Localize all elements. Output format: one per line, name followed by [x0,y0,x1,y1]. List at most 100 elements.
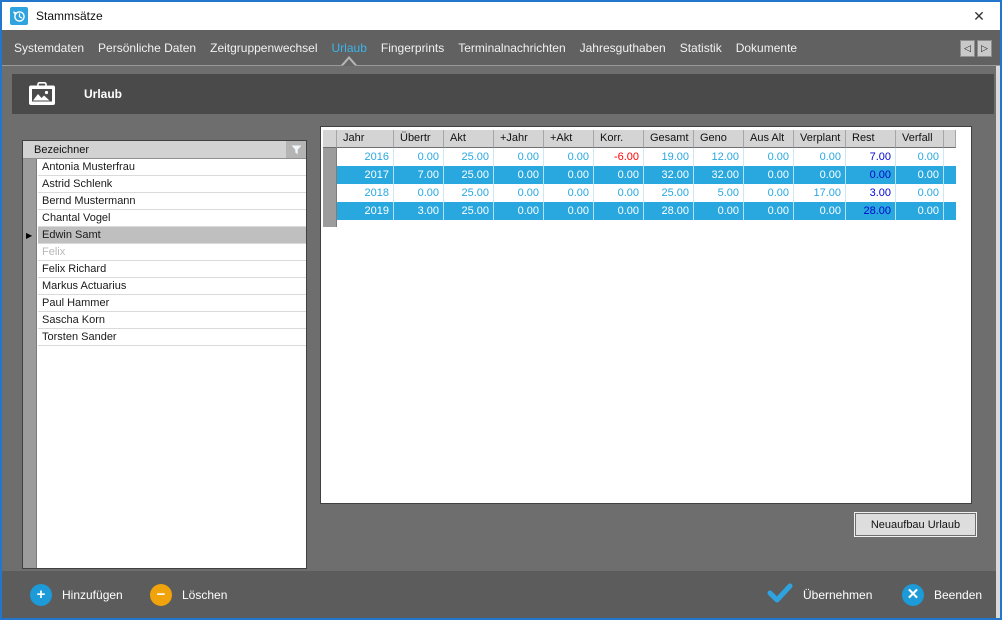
quit-button-label: Beenden [934,587,983,602]
vacation-grid-header-row: Jahr Übertr Akt +Jahr +Akt Korr. Gesamt Geno Aus… [323,130,956,148]
filter-funnel-icon[interactable] [286,141,306,158]
vacation-badge-icon [28,82,56,106]
tab-statistik[interactable]: Statistik [679,40,722,55]
grid-column-header[interactable]: +Akt [544,130,594,148]
grid-cell: 0.00 [794,202,846,220]
quit-button[interactable]: ✕ Beenden [902,571,982,618]
tab-systemdaten[interactable]: Systemdaten [14,40,85,55]
x-circle-icon: ✕ [902,583,924,606]
grid-cell: 7.00 [394,166,444,184]
grid-cell: 2016 [337,148,394,166]
grid-column-header[interactable]: Rest [846,130,896,148]
tab-scroll-buttons: ◁ ▷ [960,40,992,57]
vacation-grid: Jahr Übertr Akt +Jahr +Akt Korr. Gesamt Geno Aus… [323,130,956,227]
grid-cell: 0.00 [594,202,644,220]
list-item[interactable]: Antonia Musterfrau [38,159,306,176]
grid-column-header[interactable]: Geno [694,130,744,148]
grid-row[interactable]: 2019 3.00 25.00 0.00 0.00 0.00 28.00 0.00 0.00 0.… [323,202,956,220]
tab-pers-nliche-daten[interactable]: Persönliche Daten [98,40,197,55]
grid-cell: 0.00 [494,184,544,202]
tab-fingerprints[interactable]: Fingerprints [380,40,445,55]
grid-column-header[interactable]: Übertr [394,130,444,148]
vacation-grid-gutter-tail [323,220,337,227]
list-item[interactable]: Astrid Schlenk [38,176,306,193]
history-clock-icon [10,7,28,25]
employee-list-rows: Antonia Musterfrau Astrid Schlenk Bernd Mu… [38,159,306,346]
grid-column-header[interactable]: Verfall [896,130,944,148]
grid-row-gutter [323,148,337,166]
grid-row[interactable]: 2017 7.00 25.00 0.00 0.00 0.00 32.00 32.00 0.00 0… [323,166,956,184]
list-item[interactable]: Chantal Vogel [38,210,306,227]
employee-list-gutter: ▶ [23,159,37,568]
list-item[interactable]: Paul Hammer [38,295,306,312]
grid-cell: 0.00 [846,166,896,184]
grid-column-header[interactable]: Akt [444,130,494,148]
tab-zeitgruppenwechsel[interactable]: Zeitgruppenwechsel [210,40,318,55]
list-item[interactable]: Edwin Samt [38,227,306,244]
grid-cell: 0.00 [794,166,846,184]
grid-column-header[interactable]: Gesamt [644,130,694,148]
grid-cell: 25.00 [644,184,694,202]
grid-cell: 25.00 [444,184,494,202]
employee-list-header: Bezeichner [23,141,306,159]
list-item[interactable]: Bernd Mustermann [38,193,306,210]
grid-column-header[interactable]: +Jahr [494,130,544,148]
list-item[interactable]: Torsten Sander [38,329,306,346]
tab-jahresguthaben[interactable]: Jahresguthaben [579,40,666,55]
plus-circle-icon: + [30,583,52,606]
grid-cell: 0.00 [594,166,644,184]
tab-scroll-right-icon[interactable]: ▷ [977,40,992,57]
tab-dokumente[interactable]: Dokumente [735,40,798,55]
tab-scroll-left-icon[interactable]: ◁ [960,40,975,57]
tab-bar: Systemdaten Persönliche Daten Zeitgruppenw… [2,30,1000,66]
window-edge-strip [996,66,1000,618]
list-item[interactable]: Sascha Korn [38,312,306,329]
grid-cell: 0.00 [544,148,594,166]
minus-circle-icon: − [150,583,172,606]
apply-button[interactable]: Übernehmen [767,571,872,618]
grid-cell: 25.00 [444,148,494,166]
grid-cell: 25.00 [444,202,494,220]
vacation-grid-body: 2016 0.00 25.00 0.00 0.00 -6.00 19.00 12.00 0.00… [323,148,956,220]
employee-list-panel: Bezeichner ▶ Antonia Musterfrau Astrid Sc… [22,140,307,569]
list-item[interactable]: Felix Richard [38,261,306,278]
list-item[interactable]: Markus Actuarius [38,278,306,295]
grid-row[interactable]: 2018 0.00 25.00 0.00 0.00 0.00 25.00 5.00 0.00 17… [323,184,956,202]
grid-cell: 0.00 [544,202,594,220]
bottom-action-bar: + Hinzufügen − Löschen Übernehmen ✕ Been… [2,571,1000,618]
grid-cell: 2019 [337,202,394,220]
grid-row[interactable]: 2016 0.00 25.00 0.00 0.00 -6.00 19.00 12.00 0.00… [323,148,956,166]
grid-column-header[interactable]: Korr. [594,130,644,148]
grid-row-gutter [323,202,337,220]
grid-cell: 0.00 [544,166,594,184]
grid-header-stub [944,130,956,148]
grid-cell: 0.00 [744,148,794,166]
grid-cell: 0.00 [896,148,944,166]
grid-cell: 0.00 [594,184,644,202]
grid-cell: 0.00 [544,184,594,202]
grid-column-header[interactable]: Jahr [337,130,394,148]
vacation-grid-panel: Jahr Übertr Akt +Jahr +Akt Korr. Gesamt Geno Aus… [320,126,972,504]
grid-cell: 19.00 [644,148,694,166]
grid-cell: 32.00 [694,166,744,184]
grid-cell: 5.00 [694,184,744,202]
grid-column-header[interactable]: Aus Alt [744,130,794,148]
delete-button-label: Löschen [182,587,228,602]
grid-column-header[interactable]: Verplant [794,130,846,148]
close-icon[interactable]: ✕ [973,7,985,24]
list-item[interactable]: Felix [38,244,306,261]
delete-button[interactable]: − Löschen [150,571,227,618]
add-button[interactable]: + Hinzufügen [30,571,123,618]
grid-cell: 0.00 [896,166,944,184]
tab-urlaub[interactable]: Urlaub [332,30,367,66]
grid-cell: 32.00 [644,166,694,184]
grid-cell: 12.00 [694,148,744,166]
rebuild-vacation-button[interactable]: Neuaufbau Urlaub [854,512,977,537]
grid-cell: 0.00 [394,184,444,202]
window-title: Stammsätze [36,9,103,23]
grid-cell: 2018 [337,184,394,202]
employee-list-header-label: Bezeichner [34,143,90,156]
grid-cell: 0.00 [494,148,544,166]
tab-terminalnachrichten[interactable]: Terminalnachrichten [458,40,566,55]
